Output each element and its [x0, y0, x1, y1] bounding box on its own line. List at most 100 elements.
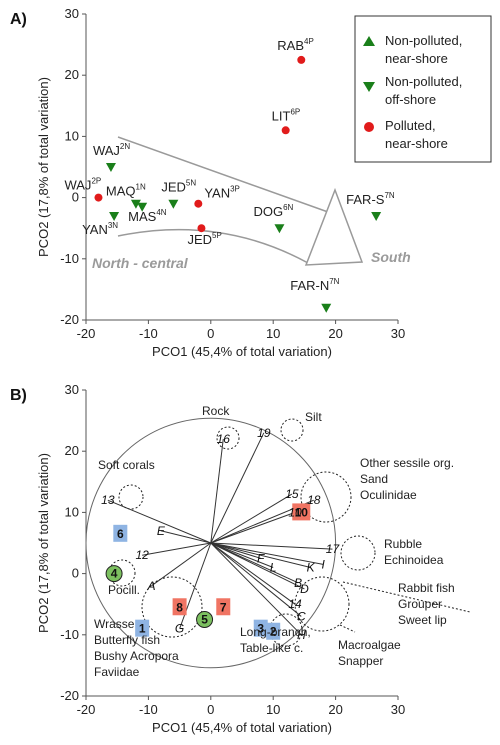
point-label: FAR-N7N [290, 277, 339, 293]
site-label-10: 10 [295, 505, 309, 519]
y-tick-label: 20 [65, 67, 79, 82]
vector-label-F: F [257, 551, 265, 565]
vector-17 [210, 542, 333, 550]
y-tick-label: 0 [72, 190, 79, 205]
y-tick-label: 0 [72, 566, 79, 581]
x-tick-label: -10 [139, 702, 158, 717]
site-marker-2 [266, 622, 281, 640]
group-label-grouper: Grouper [398, 597, 442, 611]
group-label-table-like: Table-like c. [240, 641, 303, 655]
site-marker-10 [292, 503, 311, 521]
point-label-superscript: 3N [108, 221, 118, 230]
group-label-rabbit-fish: Rabbit fish [398, 581, 455, 595]
y-tick-label: 20 [65, 443, 79, 458]
group-label-soft-corals: Soft corals [98, 458, 155, 472]
site-marker-7 [216, 598, 231, 616]
y-tick-label: 10 [65, 504, 79, 519]
point-label-superscript: 2N [120, 142, 130, 151]
panel-a-legend: Non-polluted, near-shore Non-polluted, o… [354, 15, 492, 163]
legend-triangle-up-icon [363, 36, 375, 46]
vector-label-K: K [307, 560, 316, 574]
point-label-superscript: 6P [290, 107, 300, 116]
panel-b-sites: 6 4 1 8 57 3 2 10 [105, 503, 311, 640]
panel-a: A) -20 -10 0 10 20 30 -20 -10 0 10 20 30 PCO1 (45,4%… [10, 6, 492, 359]
vector-I [210, 542, 324, 565]
point-label: WAJ2N [93, 142, 130, 158]
point-label: DOG6N [253, 203, 293, 219]
site-marker-1 [135, 619, 150, 637]
site-label-6: 6 [117, 527, 124, 541]
point-label-superscript: 5P [212, 231, 222, 240]
group-label-sweet-lip: Sweet lip [398, 613, 447, 627]
x-tick-label: -20 [77, 326, 96, 341]
vector-C [210, 542, 302, 617]
point-label-superscript: 5N [186, 179, 196, 188]
y-tick-label: 30 [65, 382, 79, 397]
cluster-wrasse [141, 576, 203, 638]
vector-label-L: L [270, 560, 277, 574]
vector-L [210, 542, 274, 568]
point-label-superscript: 7N [329, 277, 339, 286]
site-marker-8 [172, 598, 187, 616]
point-non-polluted-off-shore [274, 224, 285, 234]
panel-a-region-outline [117, 136, 364, 266]
point-polluted-near-shore [94, 193, 103, 202]
cluster-silt [280, 418, 304, 442]
group-label-silt: Silt [305, 410, 322, 424]
x-tick-label: 0 [207, 326, 214, 341]
point-polluted-near-shore [197, 224, 206, 233]
vector-label-I: I [321, 557, 325, 571]
site-label-1: 1 [139, 622, 146, 636]
panel-b-group-circles [108, 418, 471, 647]
legend-label-2b: near-shore [385, 136, 448, 151]
connector-macroalgae [339, 624, 356, 633]
region-south: South [371, 249, 411, 265]
vector-label-B: B [294, 576, 302, 590]
x-tick-label: 20 [328, 702, 342, 717]
point-label: MAS4N [128, 208, 167, 224]
vector-10 [210, 511, 296, 544]
site-marker-5 [196, 611, 214, 628]
y-axis-title: PCO2 (17,8% of total variation) [36, 77, 51, 257]
cluster-rock [216, 426, 240, 450]
point-label-superscript: 7N [384, 191, 394, 200]
connector-rabbit-fish [342, 581, 471, 613]
point-label-superscript: 3P [230, 185, 240, 194]
y-tick-label: -10 [60, 251, 79, 266]
group-label-oculinidae: Oculinidae [360, 488, 417, 502]
vector-label-17: 17 [326, 542, 341, 556]
point-label: JED5P [187, 231, 221, 247]
correlation-circle [85, 417, 337, 669]
point-non-polluted-off-shore [105, 163, 116, 172]
x-tick-label: 20 [328, 326, 342, 341]
vector-label-19: 19 [257, 426, 271, 440]
y-tick-label: 30 [65, 6, 79, 21]
x-tick-label: -20 [77, 702, 96, 717]
x-tick-label: 10 [266, 326, 280, 341]
y-tick-label: -20 [60, 312, 79, 327]
y-tick-label: -20 [60, 688, 79, 703]
cluster-macroalgae [294, 576, 350, 632]
vector-label-14: 14 [288, 597, 302, 611]
site-label-8: 8 [176, 600, 183, 614]
group-label-rock: Rock [202, 404, 230, 418]
point-label-superscript: 6N [283, 203, 293, 212]
vector-15 [210, 493, 293, 544]
site-label-5: 5 [201, 613, 208, 627]
point-polluted-near-shore [297, 55, 306, 64]
vector-label-16: 16 [217, 432, 231, 446]
legend-label-2a: Polluted, [385, 118, 436, 133]
site-label-4: 4 [111, 567, 118, 581]
group-label-bushy-acropora: Bushy Acropora [94, 649, 179, 663]
vector-19 [210, 432, 265, 544]
y-axis-title: PCO2 (17,8% of total variation) [36, 453, 51, 633]
point-label-superscript: 1N [136, 183, 146, 192]
x-tick-label: 10 [266, 702, 280, 717]
point-polluted-near-shore [194, 199, 203, 208]
point-label-superscript: 4N [156, 208, 166, 217]
legend-circle-icon [364, 122, 374, 132]
point-label: JED5N [161, 179, 196, 195]
vector-label-C: C [297, 609, 306, 623]
point-label: FAR-S7N [346, 191, 395, 207]
